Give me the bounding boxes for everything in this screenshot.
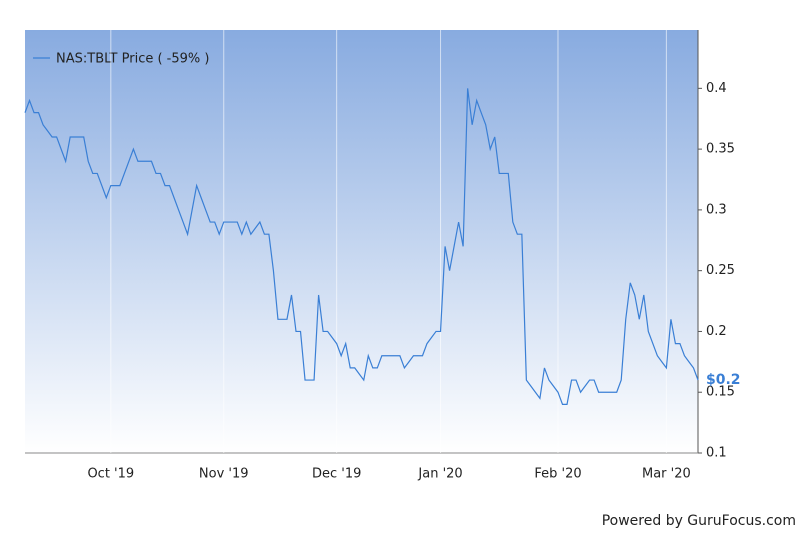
footer: Powered by GuruFocus.com [602, 513, 796, 529]
y-tick-label: 0.35 [706, 142, 735, 157]
x-tick-label: Nov '19 [199, 467, 249, 482]
x-tick-label: Jan '20 [417, 467, 462, 482]
legend-label: NAS:TBLT Price ( -59% ) [56, 52, 209, 67]
x-tick-label: Feb '20 [534, 467, 581, 482]
y-tick-label: 0.15 [706, 385, 735, 400]
plot-area [25, 30, 698, 453]
x-tick-label: Oct '19 [87, 467, 134, 482]
y-tick-label: 0.3 [706, 202, 727, 217]
x-tick-label: Dec '19 [312, 467, 361, 482]
y-tick-label: 0.1 [706, 446, 727, 461]
y-tick-label: 0.2 [706, 324, 727, 339]
x-tick-label: Mar '20 [642, 467, 691, 482]
y-tick-label: 0.25 [706, 263, 735, 278]
price-line [24, 88, 699, 405]
y-tick-label: 0.4 [706, 81, 727, 96]
last-price-label: $0.2 [706, 372, 741, 388]
